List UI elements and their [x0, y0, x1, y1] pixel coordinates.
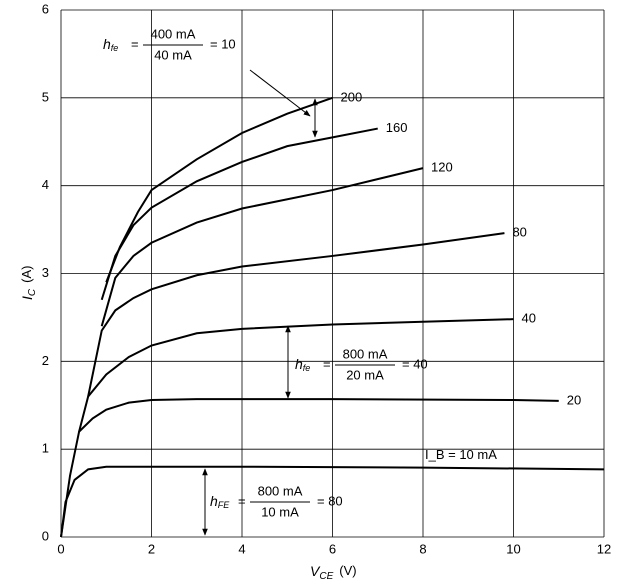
annotation-result: = 10 — [210, 36, 236, 51]
curve — [60, 465, 605, 538]
curve — [78, 318, 514, 432]
annotation-den: 40 mA — [154, 47, 192, 62]
curve-label: 120 — [431, 160, 453, 175]
curve — [100, 167, 424, 327]
y-axis-label-sub: C — [27, 288, 38, 296]
annotation-h-sub: FE — [218, 500, 230, 510]
y-tick-label: 3 — [42, 265, 49, 280]
x-tick-label: 12 — [597, 541, 611, 556]
y-tick-label: 2 — [42, 353, 49, 368]
x-tick-label: 8 — [419, 541, 426, 556]
annotation-result: = 40 — [402, 356, 428, 371]
annotation-h: hFE — [210, 493, 230, 511]
curve-label: 200 — [341, 89, 363, 104]
x-tick-label: 2 — [148, 541, 155, 556]
curve-label: I_B = 10 mA — [425, 447, 497, 462]
annotation-h-main: h — [210, 493, 218, 509]
y-tick-label: 4 — [42, 177, 49, 192]
x-axis-label: VCE (V) — [310, 563, 357, 582]
curve — [60, 398, 559, 538]
annotation-arrows — [202, 69, 318, 536]
x-axis-label-main: V — [310, 563, 321, 579]
curve-label: 160 — [386, 120, 408, 135]
x-tick-label: 10 — [506, 541, 520, 556]
y-axis-label-main: I — [19, 296, 35, 300]
annotation-h-sub: fe — [111, 43, 119, 53]
annotation-h-main: h — [295, 356, 303, 372]
x-tick-label: 6 — [329, 541, 336, 556]
curve-label: 80 — [512, 225, 526, 240]
x-axis-label-unit: (V) — [339, 563, 356, 578]
annotation-h-main: h — [103, 36, 111, 52]
y-tick-label: 0 — [42, 528, 49, 543]
y-axis-label: IC (A) — [19, 266, 38, 300]
annotation-eq: = — [323, 356, 331, 371]
annotation-eq: = — [131, 36, 139, 51]
curve-label: 40 — [522, 311, 536, 326]
annotation-h-sub: fe — [303, 363, 311, 373]
x-axis-label-sub: CE — [319, 571, 333, 582]
y-tick-label: 6 — [42, 1, 49, 16]
annotation-result: = 80 — [317, 493, 343, 508]
annotation-den: 20 mA — [346, 367, 384, 382]
annotation-num: 800 mA — [258, 483, 303, 498]
y-tick-label: 1 — [42, 441, 49, 456]
curve-label: 20 — [567, 392, 581, 407]
x-tick-label: 4 — [238, 541, 245, 556]
annotation-eq: = — [238, 493, 246, 508]
x-tick-label: 0 — [57, 541, 64, 556]
annotation-num: 400 mA — [151, 26, 196, 41]
annotation-h: hfe — [103, 36, 118, 54]
y-tick-label: 5 — [42, 89, 49, 104]
annotation-num: 800 mA — [343, 346, 388, 361]
curve — [100, 127, 378, 301]
annotation-h: hfe — [295, 356, 310, 374]
curve — [105, 96, 333, 283]
y-axis-label-unit: (A) — [19, 266, 34, 283]
annotation-den: 10 mA — [261, 504, 299, 519]
curve — [87, 232, 505, 397]
